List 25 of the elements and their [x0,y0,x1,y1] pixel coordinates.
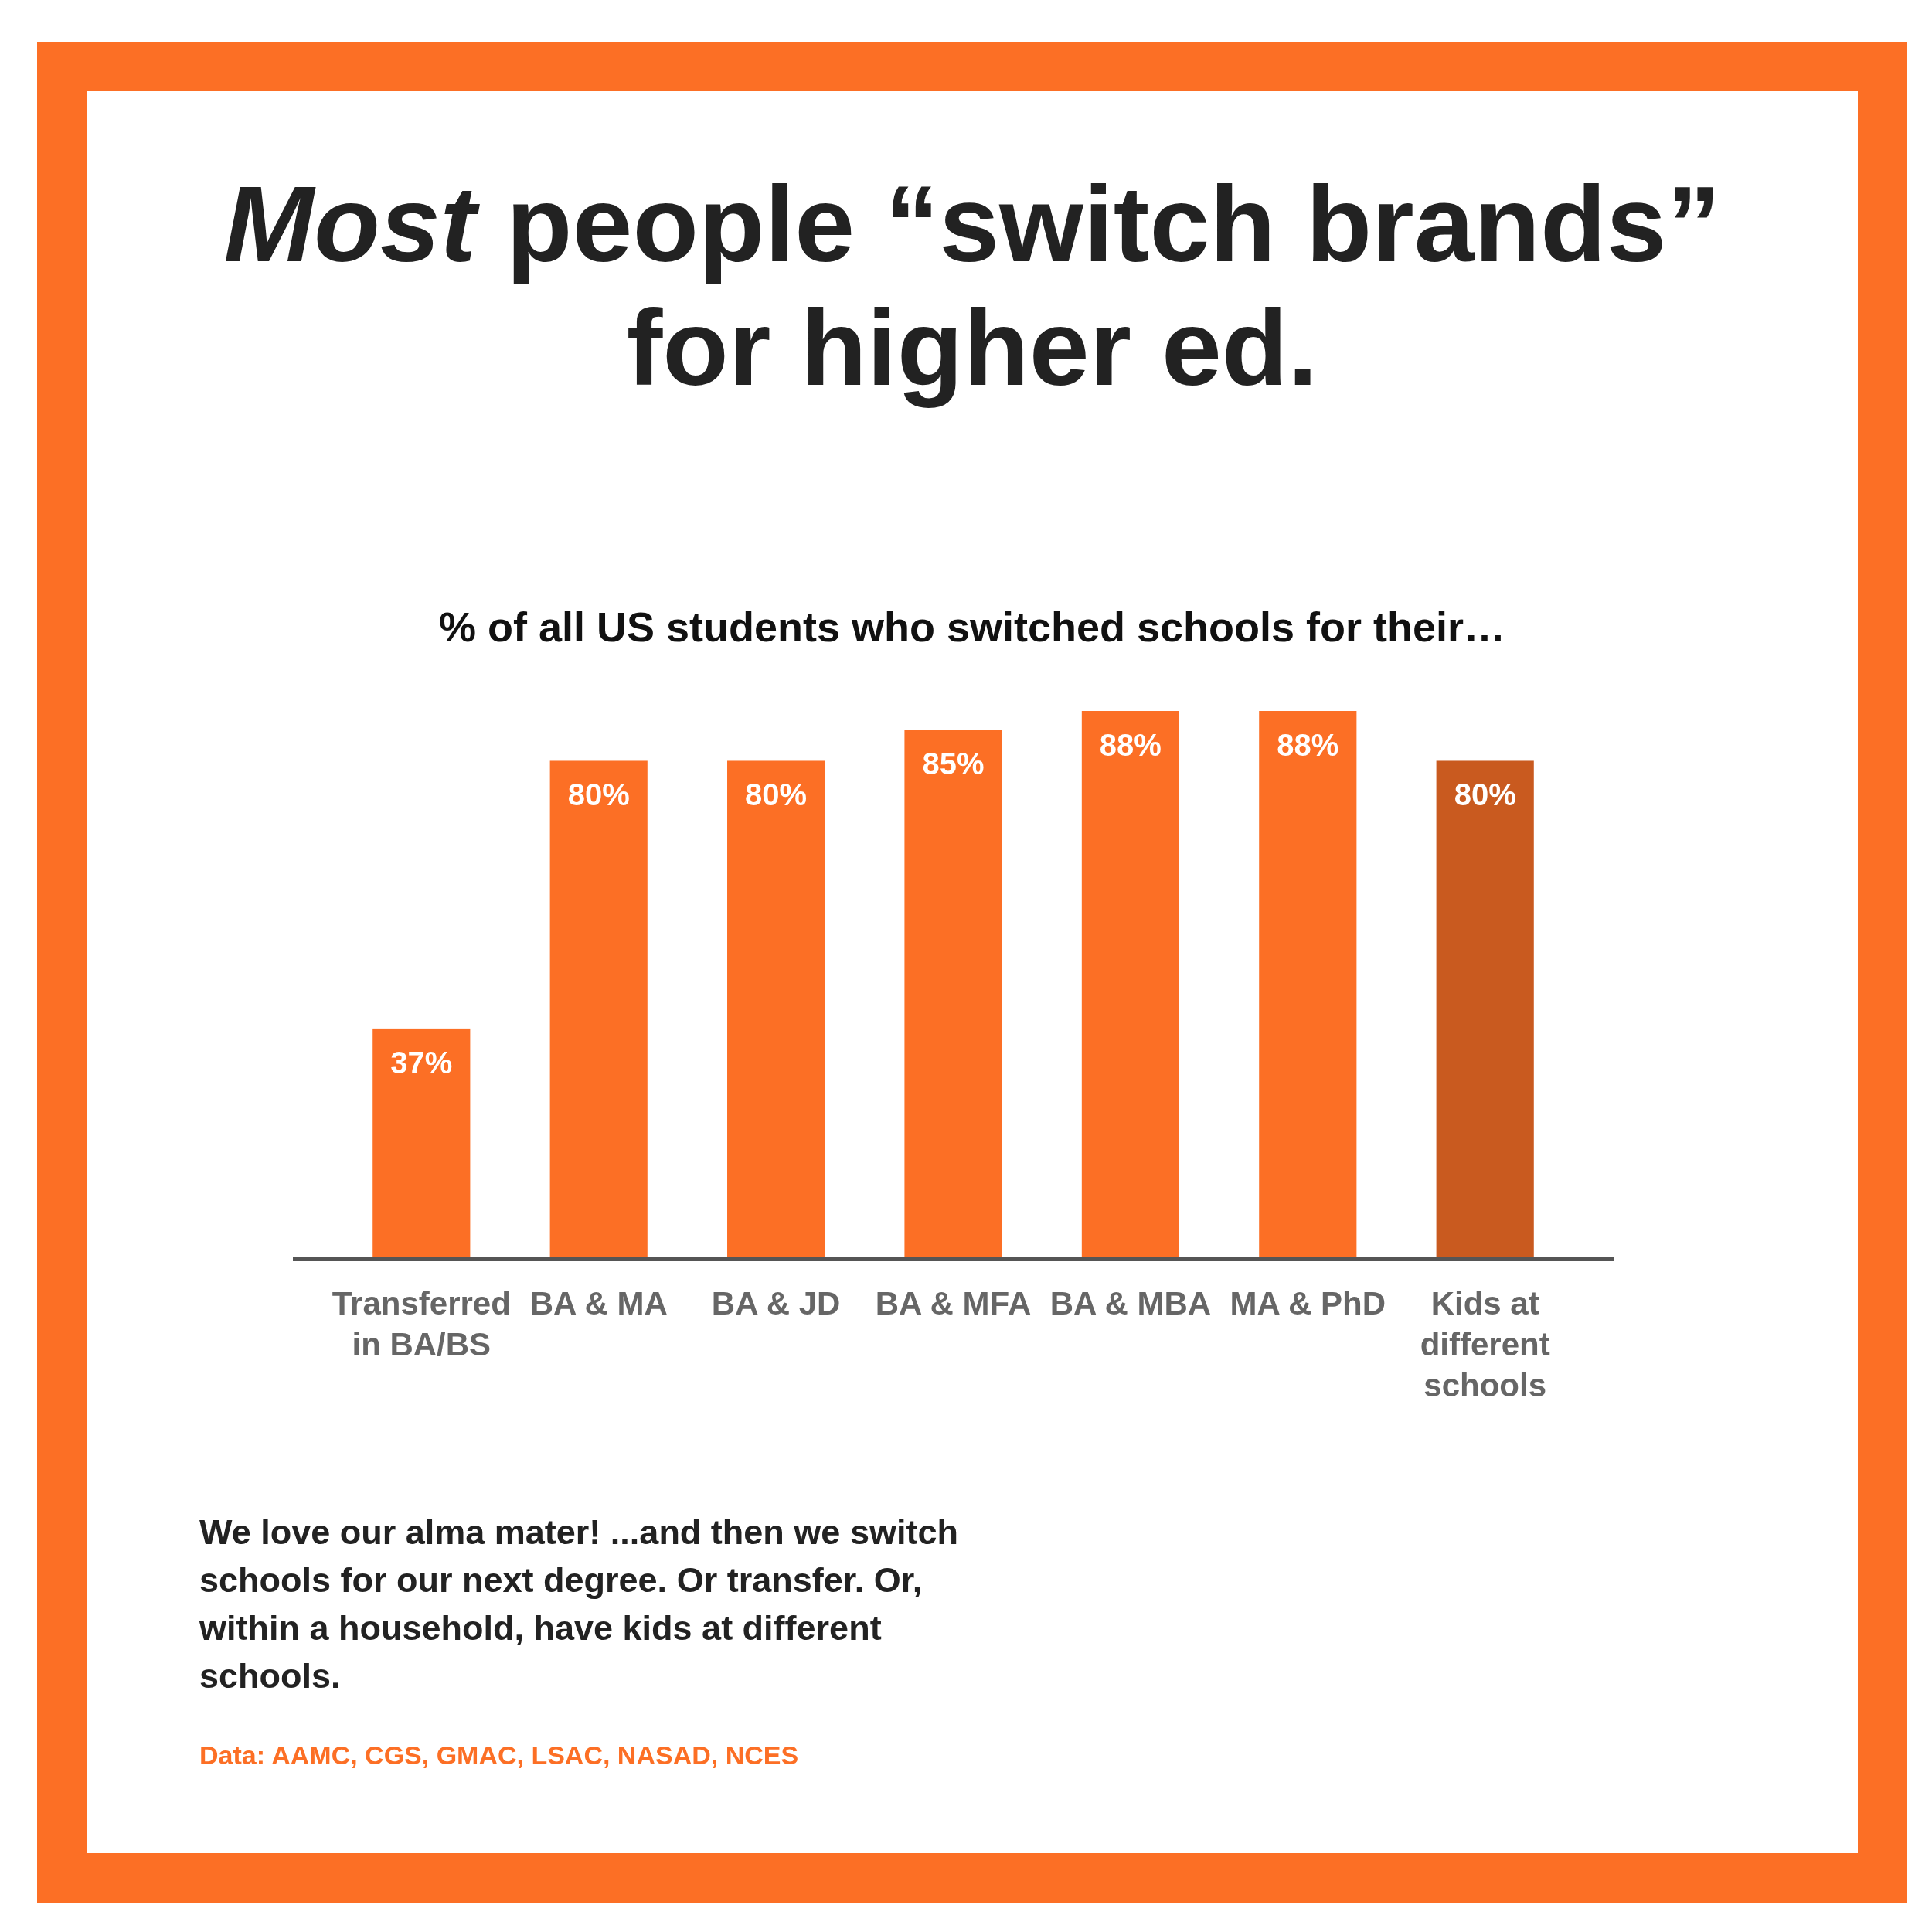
bar [1259,711,1357,1259]
bar [372,1028,471,1259]
data-label: 88% [1099,728,1162,762]
x-tick-label: BA & MBA [1049,1285,1212,1321]
data-label: 80% [745,777,808,812]
bar [1081,711,1179,1259]
chart-subtitle: % of all US students who switched schools for their… [438,604,1506,650]
data-label: 88% [1277,728,1339,762]
chart-title: Most people “switch brands” for higher ed. [223,163,1721,408]
bar [727,760,825,1259]
data-label: 85% [922,747,985,781]
bar [1436,760,1534,1259]
x-tick-label: Transferred in BA/BS [332,1285,511,1362]
bar [549,760,648,1259]
data-label: 37% [390,1045,453,1080]
x-tick-label: BA & MA [529,1285,668,1321]
text: We love our alma mater! ...and then we switch schools for our next degree. Or transfer. Or, within a household, have kids at different schools. [199,1512,958,1696]
x-tick-label: BA & MFA [875,1285,1032,1321]
data-label: 80% [567,777,630,812]
x-tick-label: BA & JD [711,1285,841,1321]
data-label: 80% [1454,777,1516,812]
text: Data: AAMC, CGS, GMAC, LSAC, NASAD, NCES [199,1740,799,1770]
bar [904,730,1002,1259]
x-tick-label: Kids at different schools [1420,1285,1550,1403]
x-tick-label: MA & PhD [1230,1285,1386,1321]
